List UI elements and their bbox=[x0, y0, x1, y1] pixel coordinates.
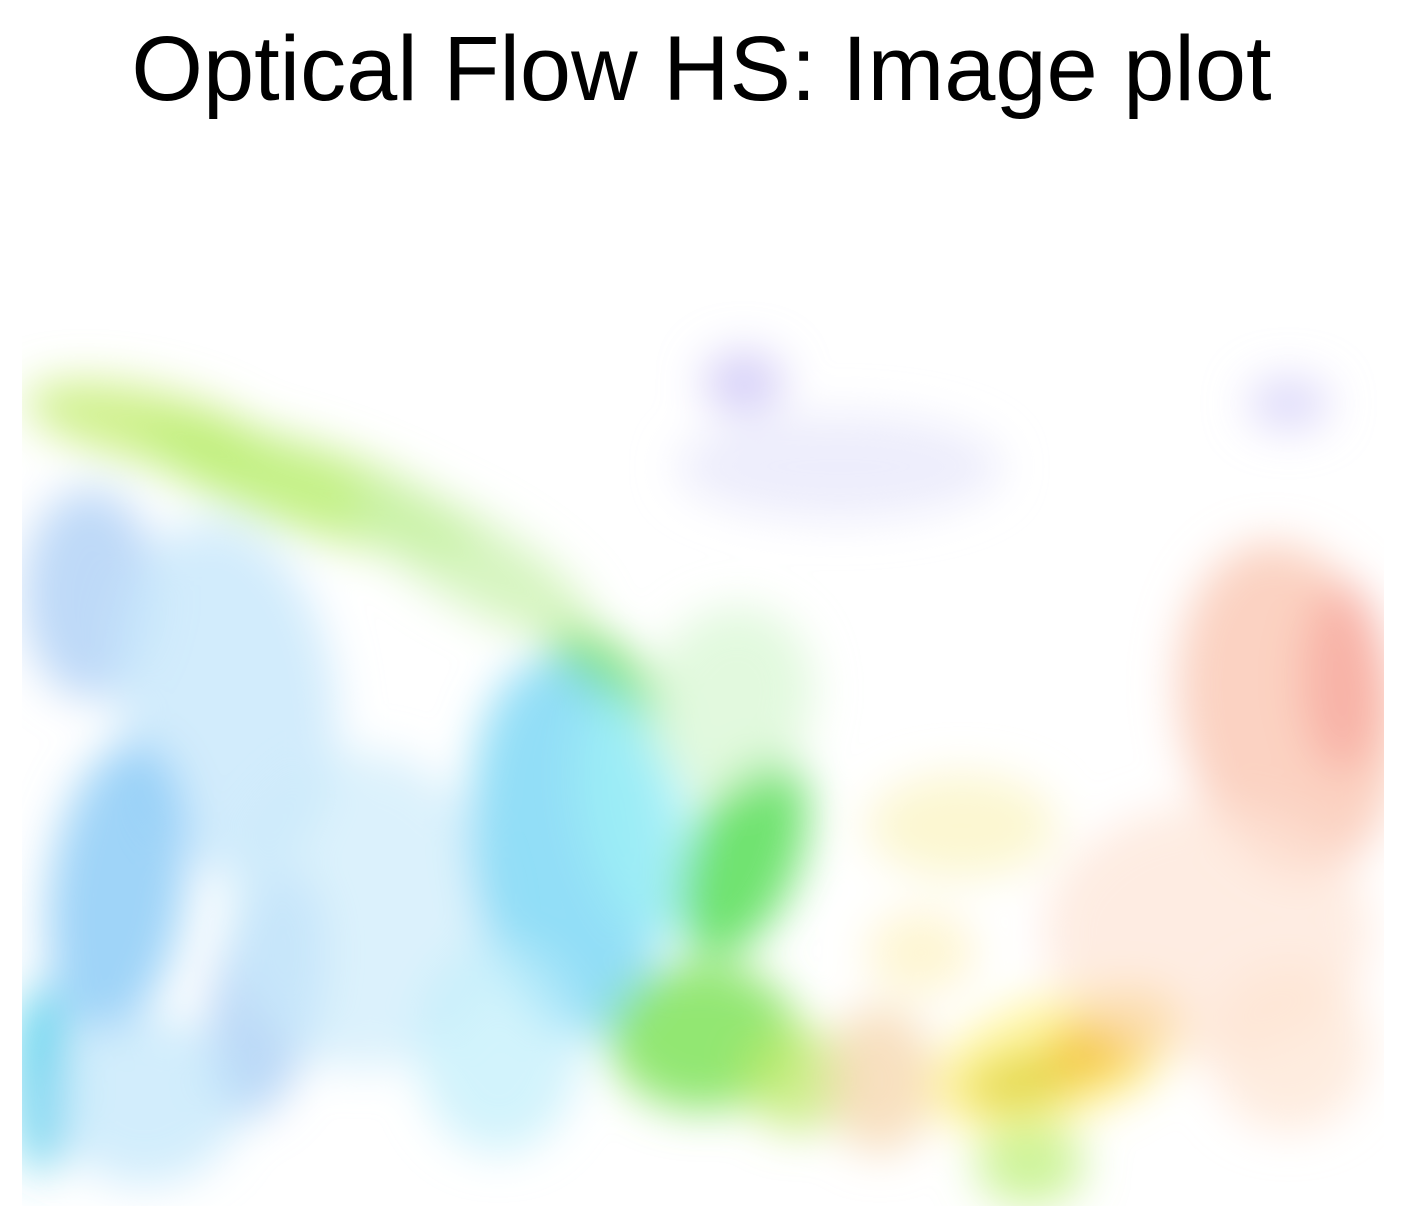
flow-field bbox=[22, 350, 1384, 1206]
flow-region-28 bbox=[1206, 963, 1371, 1133]
flow-region-19 bbox=[866, 773, 1058, 879]
chart-title: Optical Flow HS: Image plot bbox=[131, 18, 1272, 120]
flow-image bbox=[22, 150, 1384, 1206]
flow-region-20 bbox=[825, 1005, 935, 1154]
flow-region-29 bbox=[703, 350, 785, 414]
image-plot-area bbox=[22, 150, 1384, 1206]
flow-region-31 bbox=[675, 414, 1003, 520]
flow-region-14 bbox=[416, 942, 581, 1154]
flow-region-17 bbox=[743, 1026, 853, 1133]
flow-region-32 bbox=[866, 910, 976, 995]
flow-region-24 bbox=[975, 1121, 1085, 1206]
flow-region-11 bbox=[49, 1015, 240, 1185]
flow-region-18 bbox=[646, 605, 814, 793]
flow-region-15 bbox=[679, 757, 809, 958]
flow-region-7 bbox=[46, 742, 188, 1036]
flow-region-26 bbox=[1302, 582, 1384, 774]
flow-region-3 bbox=[351, 484, 592, 640]
flow-region-30 bbox=[1247, 377, 1330, 430]
